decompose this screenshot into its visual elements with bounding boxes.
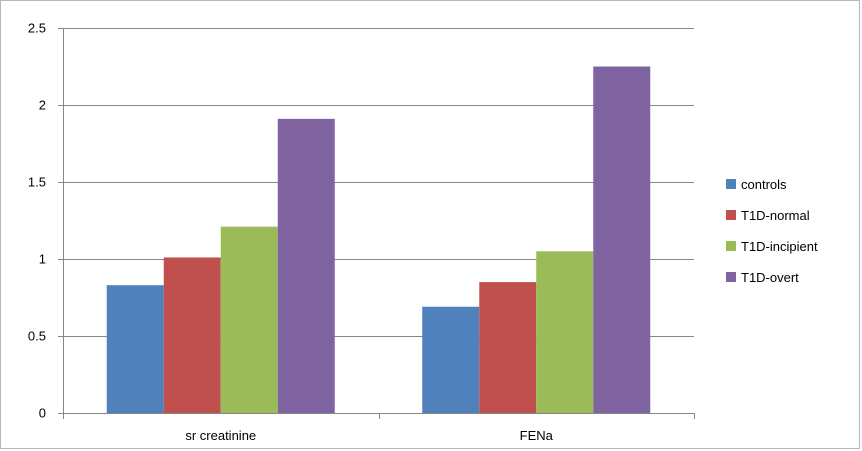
y-tick-label: 2.5 bbox=[28, 21, 46, 36]
legend-label: T1D-normal bbox=[741, 208, 810, 223]
y-tick-label: 1.5 bbox=[28, 175, 46, 190]
legend-swatch bbox=[726, 272, 736, 282]
legend-swatch bbox=[726, 241, 736, 251]
x-tick-label: FENa bbox=[520, 428, 554, 443]
legend-swatch bbox=[726, 179, 736, 189]
legend-label: T1D-overt bbox=[741, 270, 799, 285]
y-tick-label: 0.5 bbox=[28, 329, 46, 344]
legend-swatch bbox=[726, 210, 736, 220]
y-tick-label: 1 bbox=[39, 252, 46, 267]
bar-t1d-incipient-fena bbox=[536, 251, 594, 413]
legend-label: controls bbox=[741, 177, 787, 192]
bar-controls-fena bbox=[422, 306, 480, 413]
bar-t1d-normal-fena bbox=[479, 282, 537, 413]
bars bbox=[106, 66, 651, 414]
y-tick-label: 0 bbox=[39, 406, 46, 421]
legend: controls T1D-normal T1D-incipient T1D-overt bbox=[726, 177, 818, 285]
y-axis-ticks: 0 0.5 1 1.5 2 2.5 bbox=[28, 21, 63, 421]
bar-t1d-overt-fena bbox=[593, 66, 651, 413]
legend-label: T1D-incipient bbox=[741, 239, 818, 254]
axes bbox=[63, 28, 694, 419]
bar-t1d-normal-sr-creatinine bbox=[163, 257, 221, 413]
bar-controls-sr-creatinine bbox=[106, 285, 164, 413]
bar-t1d-overt-sr-creatinine bbox=[277, 118, 335, 414]
y-tick-label: 2 bbox=[39, 98, 46, 113]
bar-t1d-incipient-sr-creatinine bbox=[220, 226, 278, 413]
x-tick-label: sr creatinine bbox=[185, 428, 256, 443]
x-axis-ticks: sr creatinine FENa bbox=[185, 413, 695, 443]
